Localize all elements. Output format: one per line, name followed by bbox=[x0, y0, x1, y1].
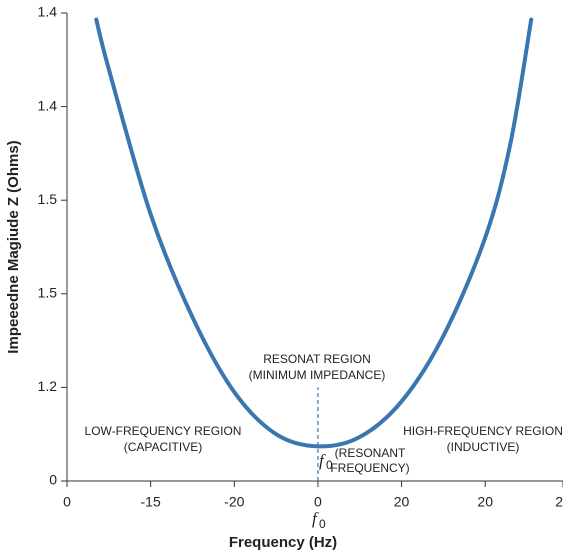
f0-symbol: f bbox=[319, 451, 326, 470]
x-tick-label: -15 bbox=[141, 494, 161, 510]
y-tick-label: 1.5 bbox=[38, 191, 58, 207]
annotation: FREQUENCY) bbox=[330, 461, 409, 475]
y-tick-label: 0 bbox=[49, 472, 57, 488]
y-tick-label: 1.5 bbox=[38, 285, 58, 301]
impedance-curve bbox=[94, 17, 534, 449]
x-tick-label: 0 bbox=[314, 494, 322, 510]
x-tick-label: -20 bbox=[224, 494, 244, 510]
f0-subscript: 0 bbox=[319, 517, 326, 531]
x-axis-label: Frequency (Hz) bbox=[229, 534, 337, 551]
f0-symbol: f bbox=[312, 509, 319, 528]
annotation: HIGH-FREQUENCY REGION bbox=[403, 424, 563, 438]
y-tick-label: 1.4 bbox=[38, 97, 58, 113]
annotation: (MINIMUM IMPEDANCE) bbox=[249, 368, 386, 382]
x-tick-label: 20 bbox=[477, 494, 493, 510]
annotation: LOW-FREQUENCY REGION bbox=[85, 424, 242, 438]
annotation: (RESONANT bbox=[335, 446, 406, 460]
f0-subscript: 0 bbox=[326, 458, 333, 472]
y-tick-label: 1.4 bbox=[38, 4, 58, 20]
y-tick-label: 1.2 bbox=[38, 378, 58, 394]
annotation: (CAPACITIVE) bbox=[124, 440, 202, 454]
y-axis-label: Impeeedne Magiude Z (Ohms) bbox=[5, 140, 22, 353]
x-tick-label: 20 bbox=[394, 494, 410, 510]
annotation: (INDUCTIVE) bbox=[447, 440, 520, 454]
x-tick-label: 0 bbox=[63, 494, 71, 510]
annotation: RESONAT REGION bbox=[263, 352, 371, 366]
x-tick-label: 25 bbox=[555, 494, 563, 510]
